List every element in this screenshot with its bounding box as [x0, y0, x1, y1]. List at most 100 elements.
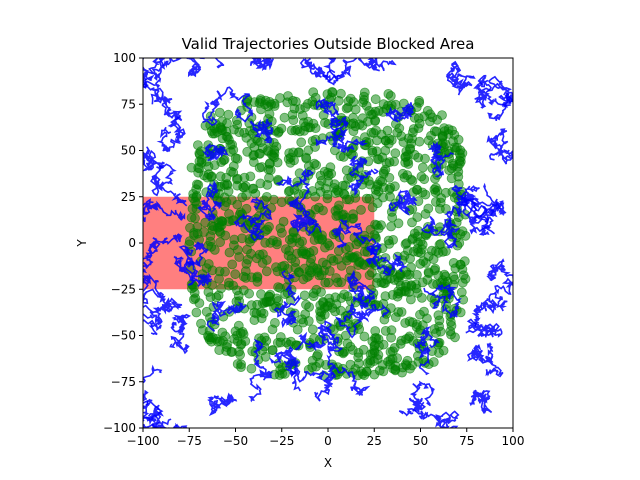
plot-layer [143, 58, 513, 428]
trajectory-line [385, 102, 415, 123]
endpoint-point [400, 318, 411, 328]
endpoint-point [192, 140, 203, 151]
endpoint-point [248, 157, 259, 168]
endpoint-point [457, 148, 468, 159]
endpoint-point [438, 345, 449, 356]
endpoint-point [451, 217, 462, 228]
endpoint-point [194, 298, 205, 309]
trajectory-series [143, 58, 513, 428]
endpoint-point [445, 316, 456, 327]
endpoint-point [390, 312, 401, 323]
x-tick-label: −25 [269, 434, 294, 448]
endpoint-point [367, 145, 378, 156]
endpoint-point [277, 261, 288, 272]
endpoint-point [344, 194, 355, 205]
endpoint-point [386, 135, 397, 146]
endpoint-point [230, 269, 241, 280]
endpoint-point [440, 203, 451, 214]
endpoint-point [407, 127, 418, 138]
endpoint-point [299, 290, 310, 301]
endpoint-point [252, 299, 263, 310]
endpoint-point [302, 98, 313, 109]
trajectory-line [427, 141, 454, 178]
trajectory-line [197, 179, 223, 221]
endpoint-point [422, 274, 433, 285]
endpoint-point [252, 271, 263, 282]
endpoint-point [388, 234, 399, 245]
endpoint-point [370, 94, 381, 105]
endpoint-point [284, 148, 295, 159]
y-tick-label: −75 [111, 375, 136, 389]
endpoint-point [417, 162, 428, 173]
trajectory-line [173, 241, 209, 281]
endpoint-point [420, 189, 431, 200]
endpoint-point [273, 296, 284, 306]
x-tick-label: 50 [413, 434, 428, 448]
endpoint-point [333, 204, 344, 215]
endpoint-point [419, 174, 430, 185]
endpoint-point [315, 306, 325, 317]
endpoint-point [228, 144, 239, 155]
trajectory-line [248, 338, 274, 403]
trajectory-line [334, 302, 390, 339]
endpoint-point [401, 334, 411, 345]
endpoint-point [186, 212, 197, 223]
endpoint-point [358, 344, 369, 355]
endpoint-point [262, 224, 273, 235]
trajectory-line [206, 300, 247, 332]
endpoint-point [228, 167, 239, 178]
endpoint-point [439, 269, 450, 280]
endpoint-point [214, 273, 224, 284]
trajectory-line [420, 215, 461, 249]
endpoint-point [428, 254, 439, 265]
endpoint-point [296, 137, 307, 148]
endpoint-point [187, 203, 198, 214]
endpoint-point [414, 97, 425, 108]
endpoint-point [380, 278, 390, 289]
endpoint-point [407, 217, 417, 228]
endpoint-point [193, 167, 204, 178]
trajectory-line [143, 273, 166, 327]
endpoint-point [267, 345, 278, 356]
trajectory-line [445, 60, 476, 96]
trajectory-line [207, 392, 238, 417]
endpoint-point [311, 361, 321, 372]
endpoint-point [430, 182, 441, 193]
endpoint-point [220, 266, 230, 277]
endpoint-point [278, 216, 289, 227]
x-tick-label: 0 [324, 434, 332, 448]
trajectory-line [233, 196, 273, 242]
endpoint-point [340, 180, 351, 191]
endpoint-point [338, 151, 349, 162]
endpoint-point [362, 358, 373, 368]
endpoint-point [303, 316, 314, 326]
endpoint-point [293, 147, 304, 158]
trajectory-line [156, 116, 186, 153]
trajectory-line [398, 407, 460, 428]
endpoint-point [344, 242, 355, 252]
endpoint-point [409, 112, 420, 123]
endpoint-point [392, 127, 403, 138]
endpoint-point [457, 226, 468, 237]
trajectory-line [315, 97, 349, 133]
endpoint-point [356, 204, 366, 215]
trajectory-line [486, 128, 513, 165]
endpoint-point [256, 313, 267, 324]
trajectory-line [178, 245, 213, 287]
endpoint-point [284, 185, 295, 196]
endpoint-point [446, 173, 457, 184]
endpoint-point [200, 217, 211, 228]
trajectory-line [202, 142, 229, 162]
endpoint-point [420, 209, 431, 219]
endpoint-point [455, 156, 466, 167]
endpoint-point [390, 361, 401, 371]
endpoint-point [277, 362, 288, 373]
x-tick-label: −50 [223, 434, 248, 448]
endpoint-point [371, 333, 382, 343]
trajectory-line [458, 182, 502, 221]
trajectory-line [486, 258, 513, 295]
endpoint-point [385, 191, 395, 202]
endpoint-point [434, 321, 445, 332]
endpoint-point [335, 88, 346, 99]
